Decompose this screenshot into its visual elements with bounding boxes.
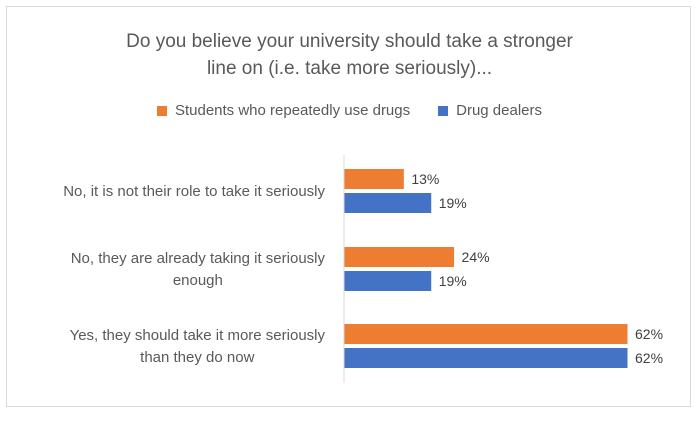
category-label-2-line-0: Yes, they should take it more seriously [70, 327, 326, 344]
data-label-series-0-category-0: 13% [411, 171, 439, 187]
data-label-series-1-category-2: 62% [635, 350, 663, 366]
category-label-0-line-0: No, it is not their role to take it seri… [63, 183, 325, 200]
legend-swatch-dealers [438, 105, 449, 116]
legend-item-students: Students who repeatedly use drugs [156, 102, 411, 119]
bar-series-1-category-2 [344, 348, 628, 368]
legend-swatch-students [156, 105, 167, 116]
category-label-2-line-1: than they do now [140, 349, 254, 366]
data-label-series-0-category-2: 62% [635, 326, 663, 342]
data-label-series-0-category-1: 24% [462, 249, 490, 265]
chart-title-line-2: line on (i.e. take more seriously)... [206, 58, 493, 79]
bar-series-1-category-1 [344, 271, 432, 291]
category-label-1-line-0: No, they are already taking it seriously [71, 250, 326, 267]
legend-item-dealers: Drug dealers [438, 102, 542, 119]
legend-label-students: Students who repeatedly use drugs [174, 102, 411, 119]
data-label-series-1-category-1: 19% [439, 273, 467, 289]
bar-series-0-category-1 [344, 247, 455, 267]
bar-series-0-category-0 [344, 169, 404, 189]
chart-title: Do you believe your university should ta… [0, 28, 699, 82]
legend: Students who repeatedly use drugs Drug d… [0, 102, 699, 119]
chart-title-line-1: Do you believe your university should ta… [126, 31, 573, 52]
legend-label-dealers: Drug dealers [456, 102, 543, 119]
category-label-1-line-1: enough [173, 272, 223, 289]
data-label-series-1-category-0: 19% [439, 195, 467, 211]
bar-series-0-category-2 [344, 324, 628, 344]
bar-series-1-category-0 [344, 193, 432, 213]
